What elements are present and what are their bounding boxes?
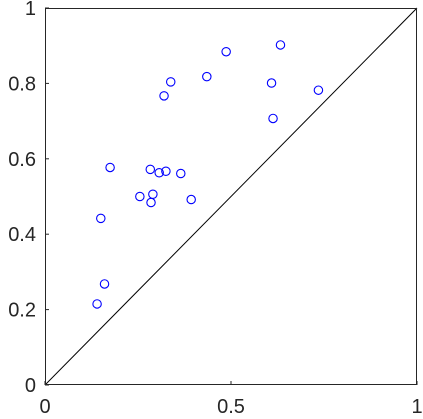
data-point <box>268 113 278 124</box>
x-tick-label: 1 <box>411 396 422 418</box>
data-point <box>165 77 176 87</box>
diagonal-reference-line <box>44 7 418 386</box>
data-point <box>99 279 110 289</box>
data-points-layer <box>92 40 324 309</box>
data-point <box>96 213 106 224</box>
y-tick-label: 0.2 <box>8 300 36 322</box>
data-point <box>266 78 277 88</box>
x-axis-ticks: 0 0.5 1 <box>39 381 423 418</box>
data-point <box>135 191 145 202</box>
data-point <box>313 85 324 95</box>
data-point <box>159 91 169 101</box>
reference-line-layer <box>44 7 418 386</box>
data-point <box>186 194 196 205</box>
data-point <box>275 40 286 50</box>
y-axis-ticks: 0 0.2 0.4 0.6 0.8 1 <box>8 0 49 397</box>
data-point <box>221 46 231 57</box>
y-tick-label: 0.6 <box>8 149 36 171</box>
data-point <box>176 168 186 179</box>
x-tick-label: 0.5 <box>217 396 245 418</box>
data-point <box>154 168 164 178</box>
data-point <box>161 166 171 176</box>
y-tick-label: 0.8 <box>8 73 36 95</box>
y-tick-label: 1 <box>25 0 36 20</box>
data-point <box>202 71 212 82</box>
data-point <box>92 299 102 309</box>
x-tick-label: 0 <box>39 396 50 418</box>
data-point <box>105 162 115 173</box>
y-tick-label: 0 <box>25 375 36 397</box>
data-point <box>148 189 158 199</box>
data-point <box>145 164 156 175</box>
y-tick-label: 0.4 <box>8 224 36 246</box>
